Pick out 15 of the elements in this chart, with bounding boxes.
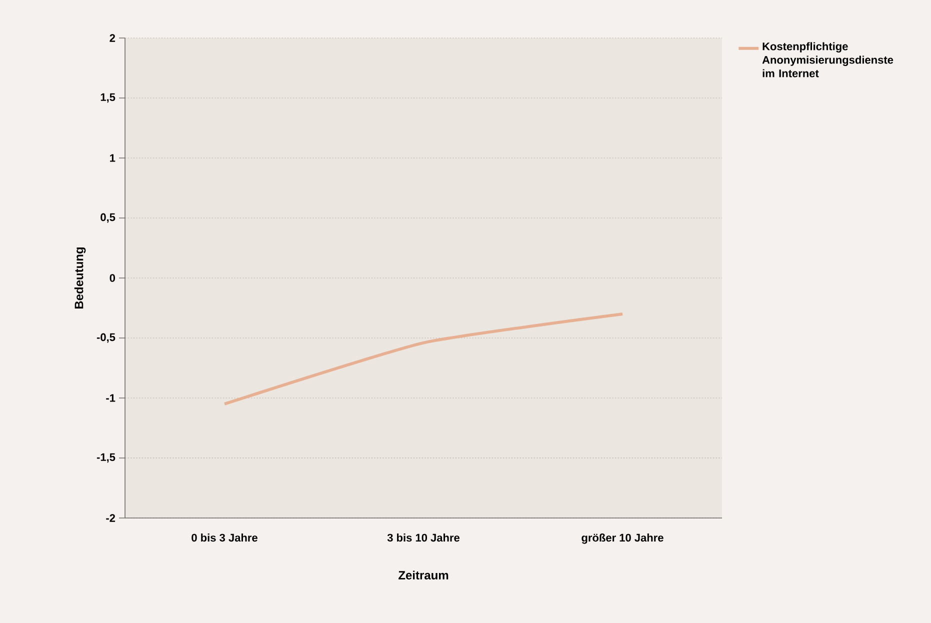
y-tick-label: 0,5 — [100, 213, 116, 223]
x-tick-label: 3 bis 10 Jahre — [387, 534, 460, 542]
y-tick-label: 1 — [110, 154, 116, 162]
y-tick-label: 1,5 — [100, 93, 116, 103]
legend-label: Kostenpflichtige Anonymisierungsdienste im Internet — [762, 42, 894, 78]
y-tick-label: -1 — [106, 394, 116, 402]
y-axis-title: Bedeutung — [74, 247, 86, 309]
y-tick-label: -0,5 — [96, 333, 116, 343]
y-tick-label: -2 — [106, 514, 116, 522]
y-tick-label: 2 — [110, 34, 116, 42]
x-tick-label: größer 10 Jahre — [582, 534, 664, 544]
x-tick-label: 0 bis 3 Jahre — [192, 534, 258, 542]
y-tick-label: -1,5 — [96, 453, 116, 463]
y-tick-label: 0 — [110, 274, 116, 282]
x-axis-title: Zeitraum — [398, 570, 448, 580]
